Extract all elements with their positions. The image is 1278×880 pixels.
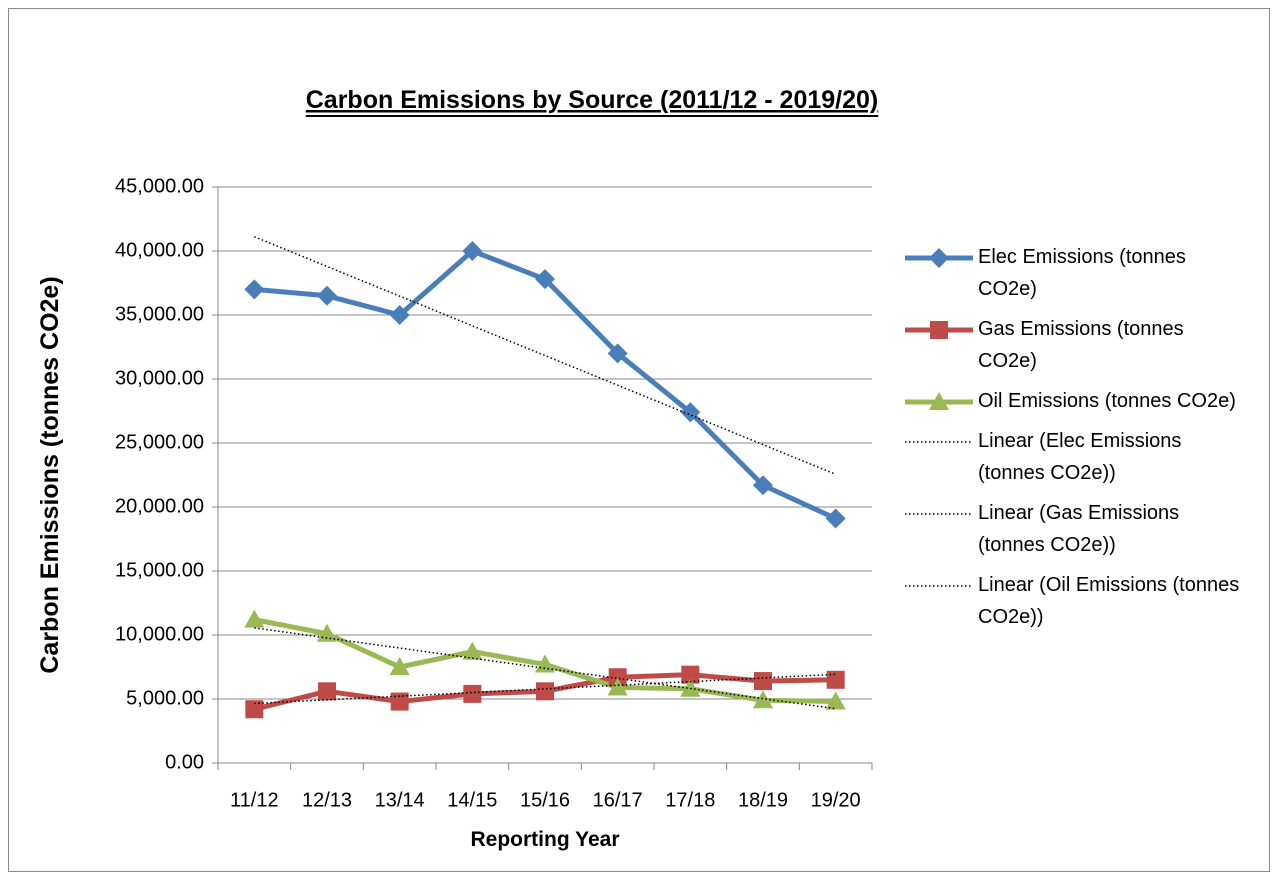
trendline (254, 627, 836, 710)
legend-line: Linear (Elec Emissions (978, 430, 1181, 452)
marker (753, 690, 773, 709)
marker (389, 657, 410, 675)
legend-line: CO2e) (978, 350, 1037, 372)
y-tick-label: 0.00 (165, 751, 204, 773)
y-tick-label: 5,000.00 (126, 687, 204, 709)
legend-label: Linear (Elec Emissions (tonnes CO2e)) (978, 430, 1181, 484)
legend-label: Linear (Oil Emissions (tonnes CO2e)) (978, 574, 1239, 628)
y-tick-label: 40,000.00 (115, 239, 204, 261)
legend-line: (tonnes CO2e)) (978, 534, 1116, 556)
legend-line: Gas Emissions (tonnes (978, 318, 1184, 340)
marker (245, 700, 264, 719)
y-tick-label: 20,000.00 (115, 495, 204, 517)
y-tick-label: 35,000.00 (115, 303, 204, 325)
legend-line: CO2e)) (978, 606, 1044, 628)
marker (607, 677, 628, 696)
marker (753, 475, 773, 496)
y-axis-title: Carbon Emissions (tonnes CO2e) (36, 276, 64, 673)
x-tick-label: 18/19 (738, 789, 788, 811)
legend-line: Elec Emissions (tonnes (978, 246, 1186, 268)
x-tick-label: 16/17 (593, 789, 643, 811)
marker (244, 279, 265, 300)
chart-title: Carbon Emissions by Source (2011/12 - 20… (306, 86, 879, 114)
marker (318, 682, 336, 701)
marker (462, 641, 483, 660)
marker (317, 285, 337, 306)
legend-line: (tonnes CO2e)) (978, 462, 1116, 484)
legend-label: Elec Emissions (tonnes CO2e) (978, 246, 1186, 300)
marker (390, 692, 409, 711)
marker (536, 682, 554, 701)
marker (681, 665, 700, 684)
x-tick-label: 15/16 (520, 789, 570, 811)
x-tick-label: 13/14 (375, 789, 425, 811)
marker (825, 691, 846, 710)
y-tick-label: 10,000.00 (115, 623, 204, 645)
marker (244, 609, 265, 628)
marker (535, 269, 555, 290)
marker (929, 392, 949, 410)
legend-line: Linear (Gas Emissions (978, 502, 1179, 524)
x-tick-label: 14/15 (447, 789, 497, 811)
marker (463, 684, 482, 703)
y-tick-label: 30,000.00 (115, 367, 204, 389)
marker (607, 343, 628, 364)
chart-frame (8, 8, 1270, 872)
marker (754, 672, 772, 691)
marker (825, 508, 846, 529)
y-tick-label: 45,000.00 (115, 175, 204, 197)
legend-line: Oil Emissions (tonnes CO2e) (978, 390, 1236, 412)
marker (826, 670, 845, 689)
legend-line: CO2e) (978, 278, 1037, 300)
y-tick-label: 15,000.00 (115, 559, 204, 581)
marker (389, 305, 410, 325)
legend-label: Linear (Gas Emissions (tonnes CO2e)) (978, 502, 1179, 556)
trendline (254, 673, 836, 705)
marker (608, 668, 627, 687)
legend-label: Oil Emissions (tonnes CO2e) (978, 390, 1236, 412)
x-axis-title: Reporting Year (471, 828, 620, 851)
x-tick-label: 12/13 (302, 789, 352, 811)
marker (462, 241, 483, 261)
marker (930, 321, 948, 339)
x-tick-label: 17/18 (665, 789, 715, 811)
x-tick-label: 11/12 (230, 789, 279, 811)
legend-label: Gas Emissions (tonnes CO2e) (978, 318, 1184, 372)
legend-line: Linear (Oil Emissions (tonnes (978, 574, 1239, 596)
y-tick-label: 25,000.00 (115, 431, 204, 453)
marker (929, 248, 949, 268)
trendline (254, 236, 836, 476)
x-tick-label: 19/20 (811, 789, 861, 811)
